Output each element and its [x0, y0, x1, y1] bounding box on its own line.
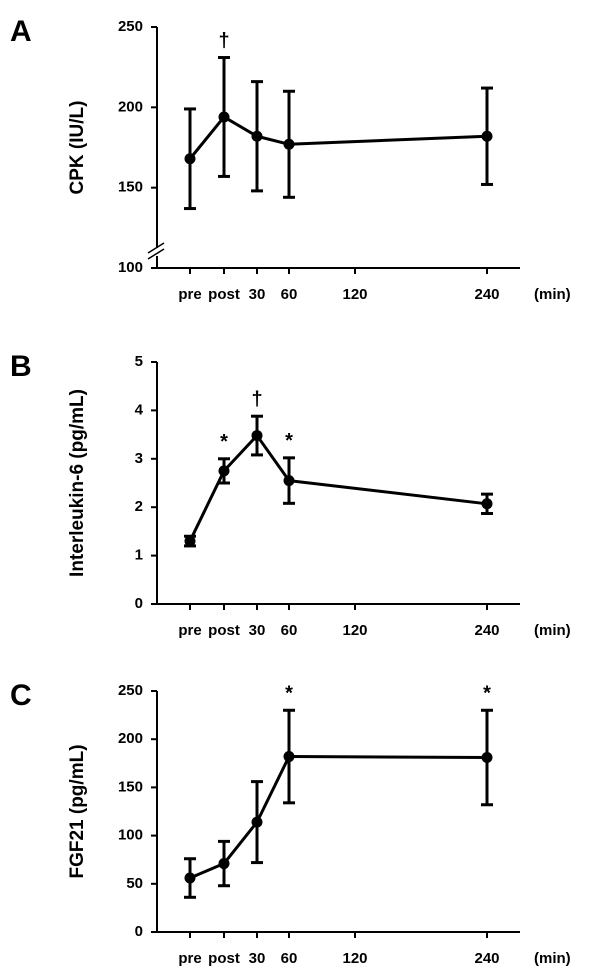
x-axis-label: (min) — [534, 622, 571, 639]
data-point — [283, 138, 295, 150]
axis-break-gap — [149, 248, 165, 256]
y-tick-label: 2 — [135, 498, 143, 515]
y-tick-label: 3 — [135, 450, 143, 467]
y-tick-label: 50 — [126, 875, 143, 892]
y-tick-label: 0 — [135, 923, 143, 940]
significance-mark: † — [251, 388, 262, 410]
data-point — [481, 752, 493, 764]
line-segment — [223, 115, 258, 138]
x-tick-label: 60 — [281, 622, 298, 639]
data-point — [218, 858, 230, 870]
y-tick-label: 250 — [118, 18, 143, 35]
x-tick-label: 30 — [249, 622, 266, 639]
y-tick-label: 4 — [135, 401, 144, 418]
data-point — [218, 111, 230, 123]
x-tick-label: pre — [178, 950, 201, 967]
significance-mark: † — [218, 30, 229, 52]
data-point — [251, 430, 263, 442]
y-tick-label: 100 — [118, 827, 143, 844]
y-tick-label: 150 — [118, 179, 143, 196]
data-point — [184, 535, 196, 547]
x-tick-label: 60 — [281, 286, 298, 303]
panel-label: A — [10, 15, 32, 48]
line-segment — [222, 434, 259, 472]
x-tick-label: 120 — [342, 622, 367, 639]
panel-label: C — [10, 679, 32, 712]
y-tick-label: 100 — [118, 259, 143, 276]
data-point — [251, 130, 263, 142]
data-point — [184, 153, 196, 165]
x-tick-label: post — [208, 950, 240, 967]
line-segment — [288, 479, 488, 506]
y-tick-label: 150 — [118, 778, 143, 795]
line-segment — [188, 116, 226, 160]
y-tick-label: 1 — [135, 547, 143, 564]
significance-mark: * — [483, 683, 491, 705]
x-tick-label: 30 — [249, 950, 266, 967]
x-tick-label: 240 — [474, 950, 499, 967]
line-segment — [255, 755, 291, 823]
panel-label: B — [10, 350, 32, 383]
y-tick-label: 0 — [135, 595, 143, 612]
y-tick-label: 200 — [118, 98, 143, 115]
line-segment — [288, 755, 488, 760]
x-tick-label: 120 — [342, 286, 367, 303]
x-tick-label: 240 — [474, 286, 499, 303]
x-tick-label: 120 — [342, 950, 367, 967]
data-point — [251, 816, 263, 828]
data-point — [481, 130, 493, 142]
data-point — [184, 872, 196, 884]
axis-break — [147, 242, 165, 254]
x-axis-label: (min) — [534, 286, 571, 303]
y-axis-label: FGF21 (pg/mL) — [67, 744, 88, 878]
data-point — [481, 498, 493, 510]
x-tick-label: 240 — [474, 622, 499, 639]
data-point — [283, 751, 295, 763]
x-tick-label: 60 — [281, 950, 298, 967]
significance-mark: * — [220, 431, 228, 453]
x-tick-label: post — [208, 286, 240, 303]
line-segment — [255, 434, 291, 482]
x-tick-label: post — [208, 622, 240, 639]
y-axis-label: Interleukin-6 (pg/mL) — [67, 389, 88, 577]
y-tick-label: 250 — [118, 682, 143, 699]
x-axis-label: (min) — [534, 950, 571, 967]
x-tick-label: pre — [178, 286, 201, 303]
y-tick-label: 200 — [118, 730, 143, 747]
y-axis-label: CPK (IU/L) — [67, 101, 88, 195]
significance-mark: * — [285, 683, 293, 705]
x-tick-label: 30 — [249, 286, 266, 303]
line-segment — [288, 134, 488, 146]
line-segment — [222, 821, 259, 865]
data-point — [283, 475, 295, 487]
axis-break — [147, 248, 165, 260]
y-tick-label: 5 — [135, 353, 143, 370]
line-segment — [188, 470, 226, 542]
line-segment — [189, 862, 225, 880]
data-point — [218, 465, 230, 477]
x-tick-label: pre — [178, 622, 201, 639]
significance-mark: * — [285, 430, 293, 452]
